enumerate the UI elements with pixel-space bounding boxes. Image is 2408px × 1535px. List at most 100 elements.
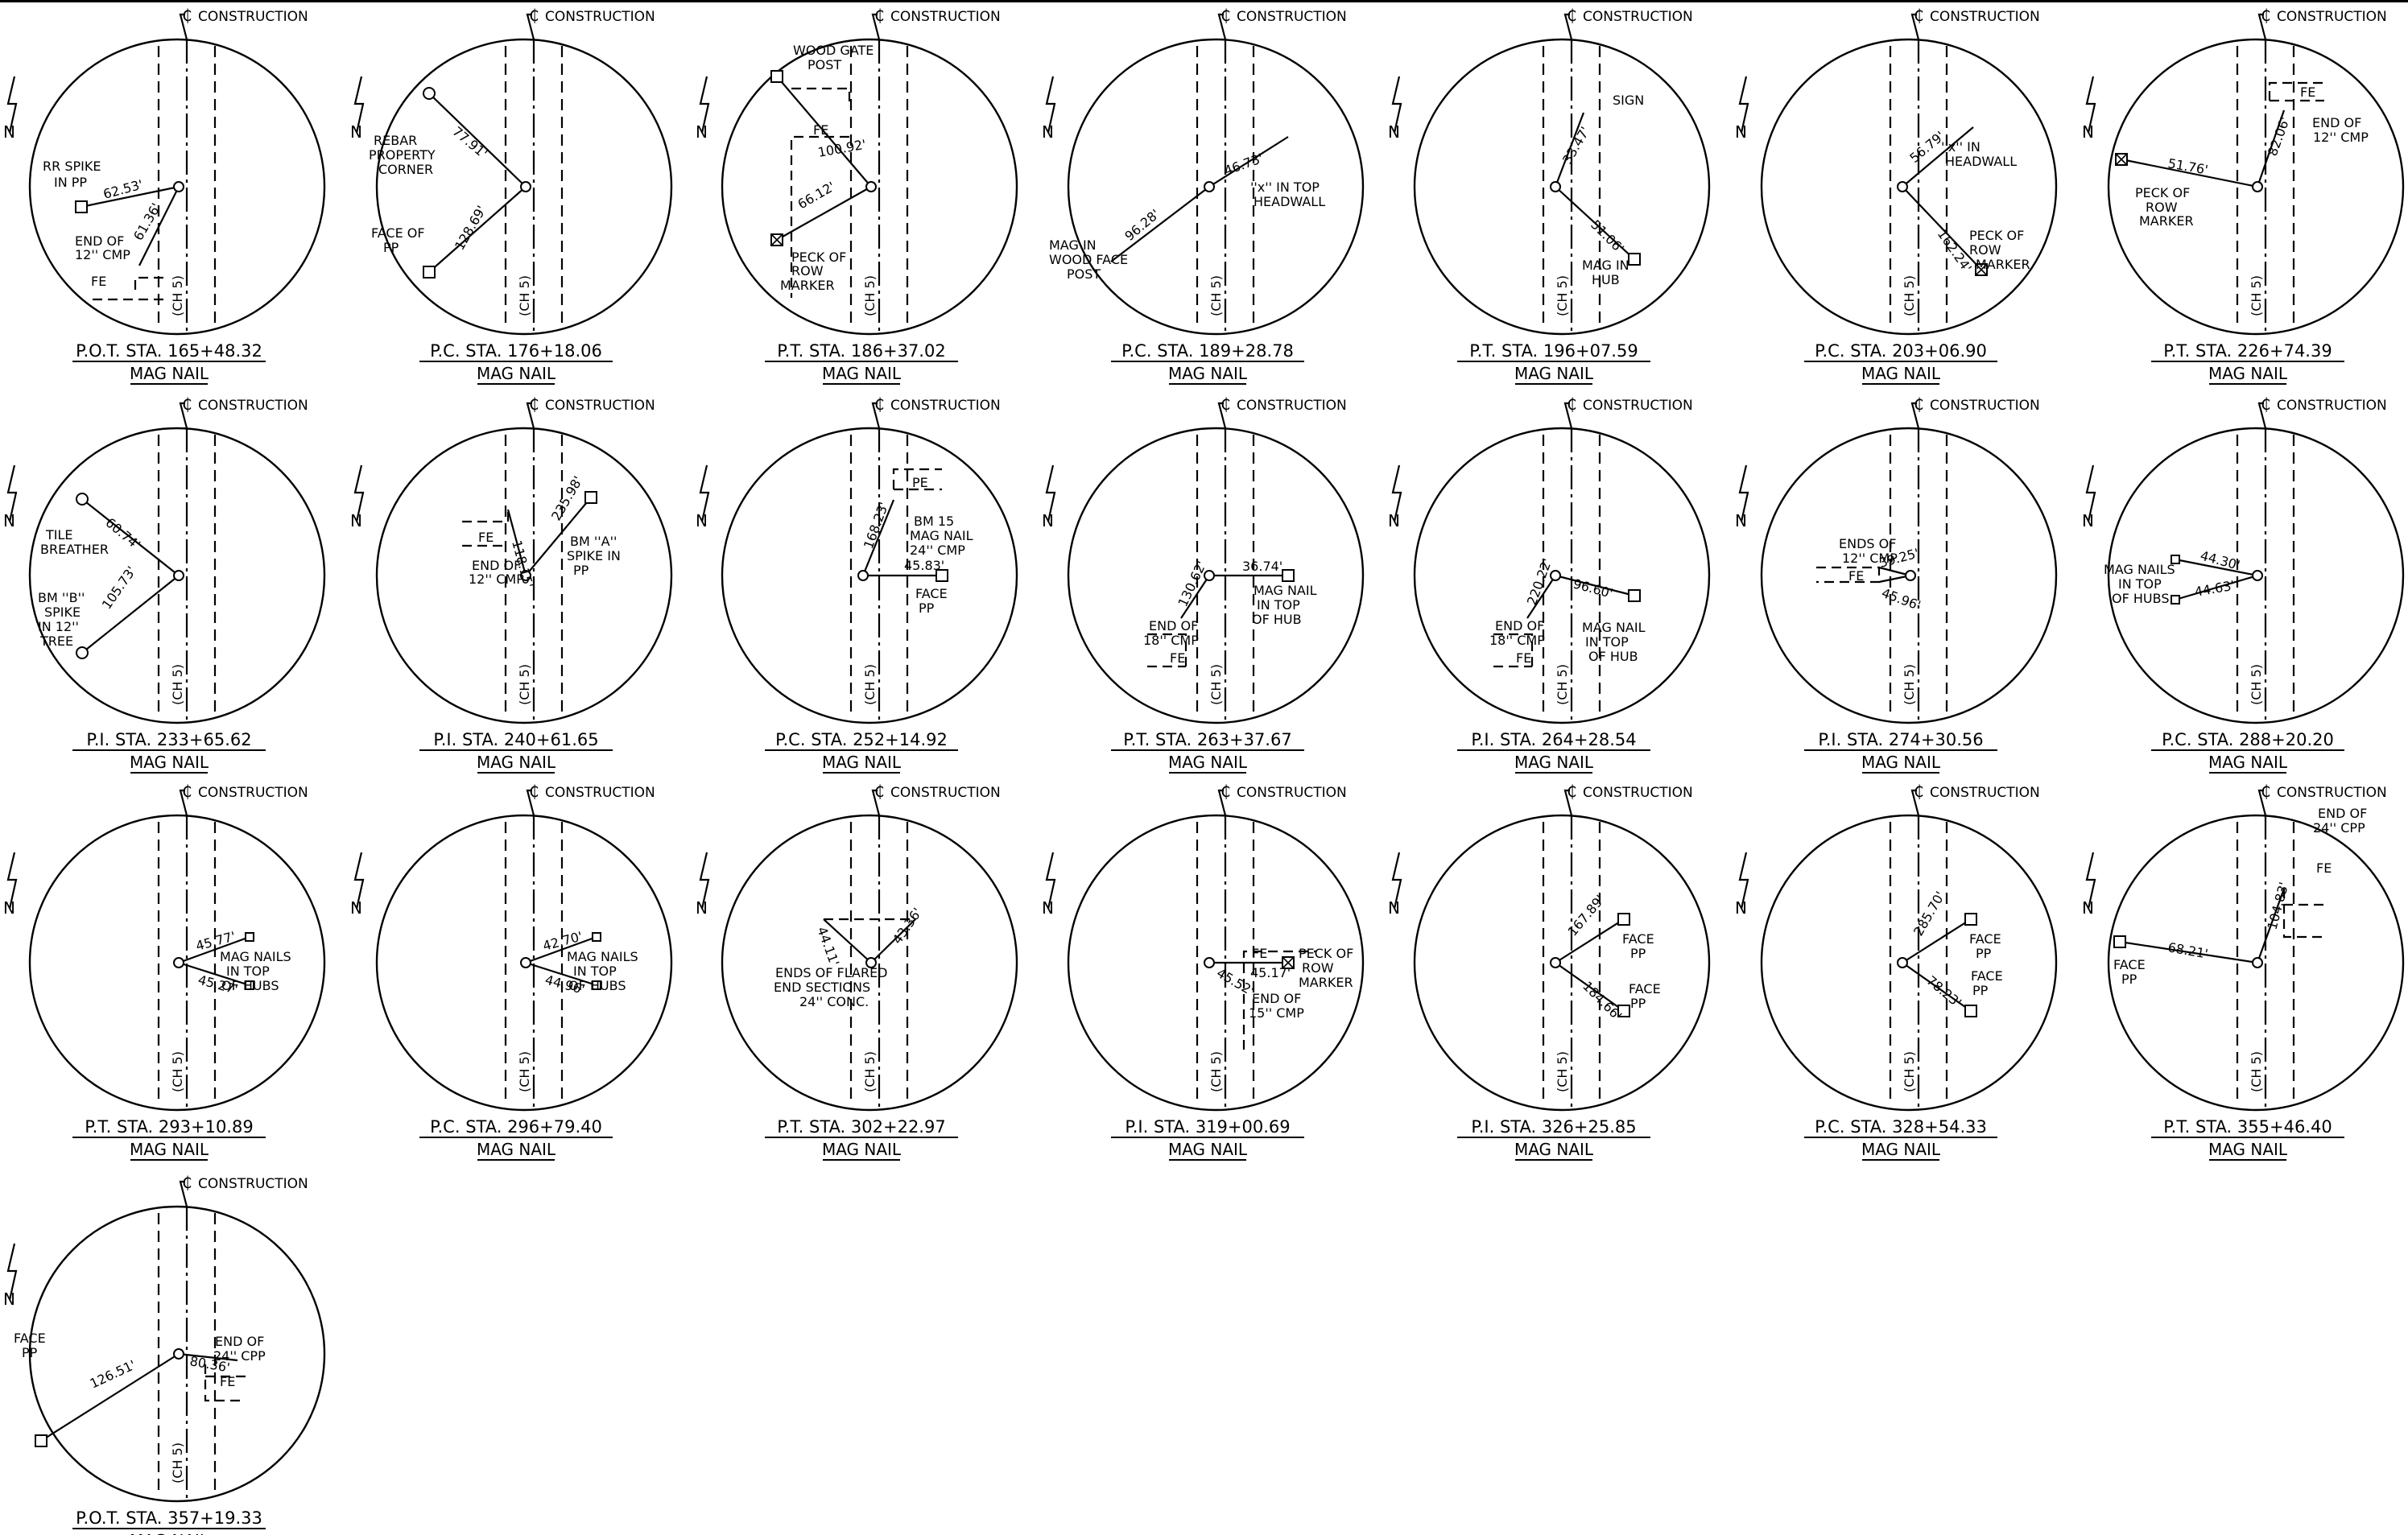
tie-object-marker xyxy=(1282,569,1295,582)
tie-ray xyxy=(823,918,872,964)
tie-label: 24'' CPP xyxy=(213,1348,266,1364)
tie-label: TILE xyxy=(45,527,73,543)
north-arrow-icon xyxy=(1391,852,1402,910)
tie-circle xyxy=(28,814,326,1112)
centerline-symbol: ₵ xyxy=(1221,782,1231,801)
station-subtitle: MAG NAIL xyxy=(2208,1140,2288,1159)
tie-label: IN TOP xyxy=(226,964,270,979)
mag-nail-point xyxy=(1905,570,1916,581)
north-label: N xyxy=(1388,122,1400,142)
tie-label: 82.06' xyxy=(2265,115,2293,159)
mag-nail-point xyxy=(520,570,531,581)
fence-line xyxy=(2282,889,2324,906)
north-arrow-icon xyxy=(6,1243,18,1301)
tie-circle xyxy=(1760,814,2058,1112)
tie-label: PP xyxy=(383,240,399,255)
tie-ray xyxy=(428,93,527,188)
tie-object-marker xyxy=(423,266,436,279)
chain-label: (CH 5) xyxy=(2249,1051,2264,1092)
north-label: N xyxy=(1735,898,1747,918)
mag-nail-point xyxy=(865,181,877,192)
centerline-symbol: ₵ xyxy=(1221,394,1231,414)
station-title: P.C. STA. 288+20.20 xyxy=(2162,730,2334,749)
centerline-symbol: ₵ xyxy=(874,782,885,801)
tie-label: MAG NAILS xyxy=(567,949,638,964)
construction-label: CONSTRUCTION xyxy=(198,785,308,801)
tie-ray xyxy=(1555,962,1625,1012)
tie-ray xyxy=(506,509,527,576)
station-subtitle: MAG NAIL xyxy=(1168,364,1248,383)
construction-label: CONSTRUCTION xyxy=(198,9,308,25)
tie-object-marker xyxy=(2113,935,2126,948)
construction-leader xyxy=(179,789,188,816)
tie-label: 104.83' xyxy=(2265,881,2292,931)
tie-object-marker xyxy=(1617,913,1630,926)
north-label: N xyxy=(696,898,708,918)
mag-nail-point xyxy=(173,957,184,968)
station-subtitle: MAG NAIL xyxy=(130,1531,209,1535)
chain-label: (CH 5) xyxy=(862,275,878,316)
mag-nail-point xyxy=(1550,181,1561,192)
tie-label: 44.63' xyxy=(2193,578,2236,600)
tie-object-marker xyxy=(1628,589,1641,602)
tie-label: PE xyxy=(912,475,928,490)
tie-circle xyxy=(721,427,1018,724)
north-label: N xyxy=(350,898,362,918)
chain-label: (CH 5) xyxy=(517,664,532,705)
tie-label: PP xyxy=(1976,946,1992,961)
tie-label: PP xyxy=(1630,996,1646,1011)
station-title: P.T. STA. 196+07.59 xyxy=(1469,341,1638,361)
tie-ray xyxy=(1902,126,1974,188)
tie-label: BM ''A'' xyxy=(570,534,617,549)
mag-nail-point xyxy=(1550,570,1561,581)
construction-label: CONSTRUCTION xyxy=(1930,9,2040,25)
station-subtitle: MAG NAIL xyxy=(1861,364,1941,383)
station-title: P.T. STA. 355+46.40 xyxy=(2163,1117,2332,1137)
station-subtitle: MAG NAIL xyxy=(130,1140,209,1159)
construction-leader xyxy=(526,402,535,429)
tie-label: FACE xyxy=(14,1331,46,1346)
tie-label: IN 12'' xyxy=(38,619,79,634)
tie-label: POST xyxy=(1067,266,1101,282)
tie-label: FE xyxy=(478,530,494,545)
tie-label: END OF xyxy=(1495,618,1544,633)
tie-sketch-panel: N₵ CONSTRUCTION(CH 5)56.79'''x'' INHEADWA… xyxy=(1735,6,2058,385)
row-marker-x2 xyxy=(770,233,783,246)
tie-label: FE xyxy=(1170,650,1185,666)
tie-label: 77.91' xyxy=(449,124,490,162)
tie-label: 24'' CMP xyxy=(910,543,965,558)
mag-nail-point xyxy=(173,1348,184,1360)
tie-label: 12'' CMP xyxy=(2313,130,2369,145)
centerline-symbol: ₵ xyxy=(1914,6,1924,25)
construction-leader xyxy=(179,1180,188,1207)
tie-label: PP xyxy=(1630,946,1646,961)
tie-object-marker xyxy=(770,70,783,83)
row-marker-x2 xyxy=(1282,956,1295,969)
tie-label: MAG IN xyxy=(1582,258,1629,273)
construction-leader xyxy=(1563,789,1573,816)
tie-label: FE xyxy=(813,122,828,138)
tie-ray xyxy=(1554,112,1585,188)
tie-label: 285.70' xyxy=(1910,889,1948,939)
fence-line xyxy=(1147,633,1187,671)
station-title: P.T. STA. 293+10.89 xyxy=(85,1117,253,1137)
north-arrow-icon xyxy=(1738,76,1749,134)
north-label: N xyxy=(2082,122,2094,142)
chain-label: (CH 5) xyxy=(170,664,185,705)
tie-label: MAG NAIL xyxy=(910,528,973,543)
construction-label: CONSTRUCTION xyxy=(1583,785,1693,801)
tie-label: FE xyxy=(1252,946,1267,961)
tie-ray xyxy=(525,961,597,987)
chain-label: (CH 5) xyxy=(517,1051,532,1092)
tie-label: 45.83' xyxy=(904,558,944,573)
chain-label: (CH 5) xyxy=(517,275,532,316)
tie-label: 18'' CMP xyxy=(1489,633,1545,648)
tie-circle xyxy=(2107,814,2405,1112)
north-arrow-icon xyxy=(353,76,365,134)
tie-label: 18'' CMP xyxy=(1143,633,1199,648)
mag-nail-point xyxy=(520,957,531,968)
mag-nail-point xyxy=(1897,181,1908,192)
